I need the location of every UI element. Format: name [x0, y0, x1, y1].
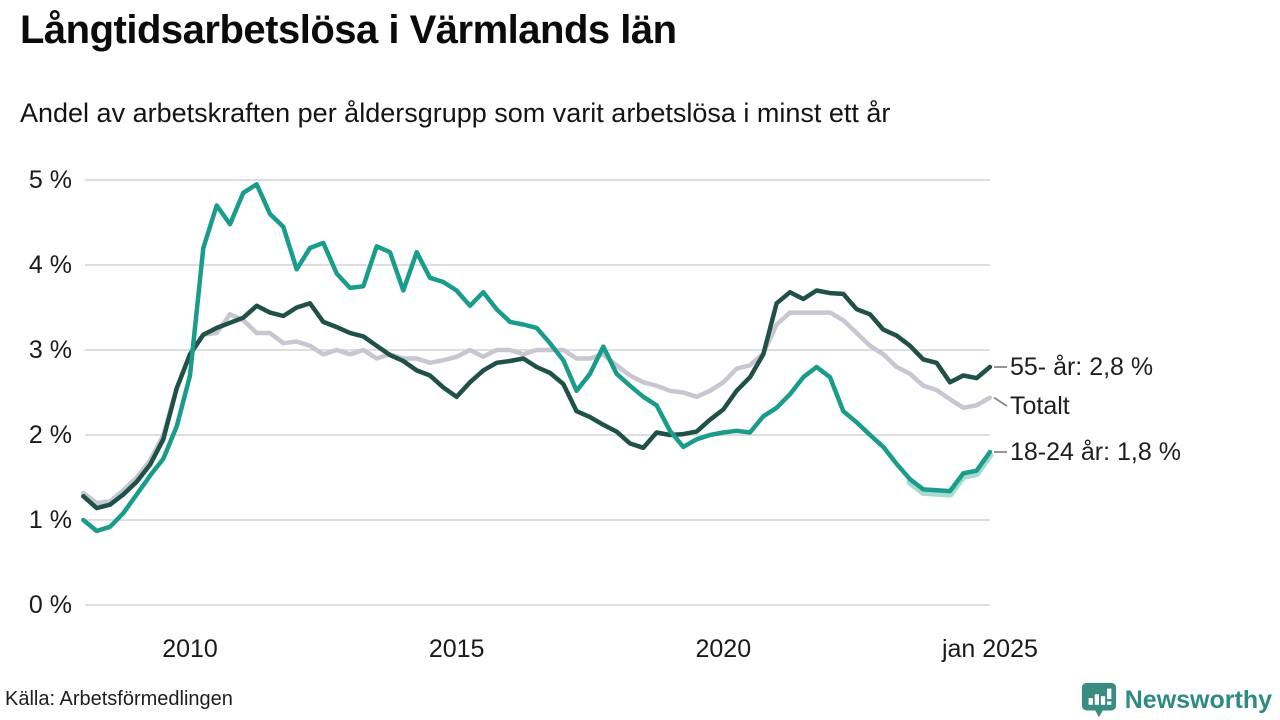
y-tick-label: 3 % — [29, 336, 72, 364]
series-line-55-år — [81, 288, 993, 511]
y-tick-label: 1 % — [29, 506, 72, 534]
chart-subtitle: Andel av arbetskraften per åldersgrupp s… — [20, 98, 891, 128]
y-tick-label: 4 % — [29, 251, 72, 279]
newsworthy-bubble-icon — [1081, 682, 1116, 718]
newsworthy-wordmark: Newsworthy — [1124, 685, 1272, 714]
series-line-Totalt — [81, 310, 993, 506]
label-leader-line — [993, 396, 1008, 407]
x-tick-label: 2015 — [429, 635, 485, 663]
x-tick-label: 2010 — [162, 635, 218, 663]
y-tick-label: 2 % — [29, 421, 72, 449]
series-label-55: 55- år: 2,8 % — [1010, 353, 1154, 381]
chart-title: Långtidsarbetslösa i Värmlands län — [20, 8, 677, 52]
x-tick-label: jan 2025 — [941, 635, 1038, 663]
source-note: Källa: Arbetsförmedlingen — [5, 688, 233, 710]
series-line-18-24år — [81, 182, 993, 534]
y-tick-label: 5 % — [29, 166, 72, 194]
series-label-totalt: Totalt — [1010, 392, 1070, 420]
newsworthy-logo[interactable]: Newsworthy — [1080, 681, 1272, 719]
series-highlight-band — [906, 451, 994, 498]
y-tick-label: 0 % — [29, 591, 72, 619]
x-tick-label: 2020 — [695, 635, 751, 663]
series-label-18-24: 18-24 år: 1,8 % — [1010, 438, 1181, 466]
